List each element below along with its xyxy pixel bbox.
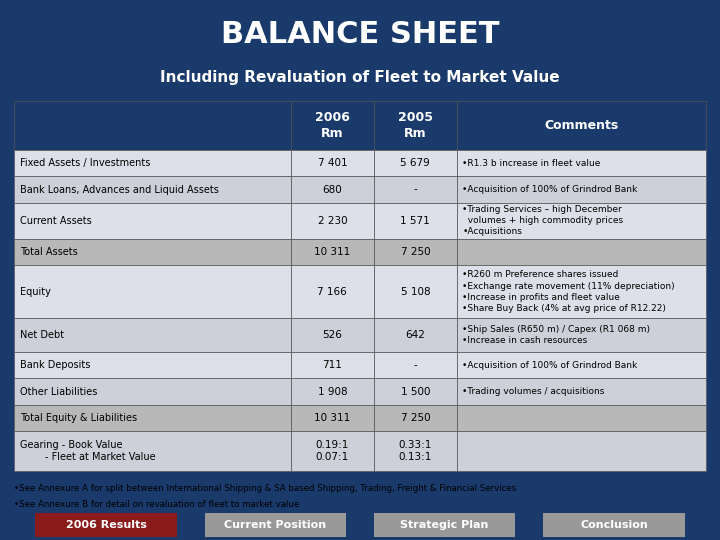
FancyBboxPatch shape: [374, 265, 456, 318]
Text: •Ship Sales (R650 m) / Capex (R1 068 m)
•Increase in cash resources: •Ship Sales (R650 m) / Capex (R1 068 m) …: [462, 325, 650, 345]
Text: BALANCE SHEET: BALANCE SHEET: [221, 19, 499, 49]
FancyBboxPatch shape: [291, 405, 374, 431]
Text: Bank Deposits: Bank Deposits: [20, 360, 90, 370]
FancyBboxPatch shape: [374, 177, 456, 202]
Text: Equity: Equity: [20, 287, 51, 296]
FancyBboxPatch shape: [291, 379, 374, 405]
FancyBboxPatch shape: [291, 177, 374, 202]
Text: 7 401: 7 401: [318, 158, 347, 168]
FancyBboxPatch shape: [374, 150, 456, 177]
Text: Gearing - Book Value
        - Fleet at Market Value: Gearing - Book Value - Fleet at Market V…: [20, 440, 156, 462]
FancyBboxPatch shape: [456, 265, 706, 318]
FancyBboxPatch shape: [374, 379, 456, 405]
FancyBboxPatch shape: [456, 318, 706, 352]
Text: 680: 680: [323, 185, 342, 194]
Text: 0.33:1
0.13:1: 0.33:1 0.13:1: [399, 440, 432, 462]
Text: Conclusion: Conclusion: [580, 520, 648, 530]
FancyBboxPatch shape: [35, 513, 176, 537]
FancyBboxPatch shape: [14, 379, 291, 405]
Text: Including Revaluation of Fleet to Market Value: Including Revaluation of Fleet to Market…: [160, 70, 560, 85]
FancyBboxPatch shape: [374, 352, 456, 379]
Text: •See Annexure A for split between International Shipping & SA based Shipping, Tr: •See Annexure A for split between Intern…: [14, 484, 516, 493]
FancyBboxPatch shape: [374, 405, 456, 431]
FancyBboxPatch shape: [456, 431, 706, 471]
FancyBboxPatch shape: [14, 239, 291, 265]
Text: •See Annexure B for detail on revaluation of fleet to market value: •See Annexure B for detail on revaluatio…: [14, 500, 300, 509]
FancyBboxPatch shape: [291, 101, 374, 150]
FancyBboxPatch shape: [374, 202, 456, 239]
Text: -: -: [413, 360, 417, 370]
FancyBboxPatch shape: [456, 101, 706, 150]
FancyBboxPatch shape: [456, 239, 706, 265]
Text: Fixed Assets / Investments: Fixed Assets / Investments: [20, 158, 150, 168]
FancyBboxPatch shape: [14, 265, 291, 318]
Text: •Acquisition of 100% of Grindrod Bank: •Acquisition of 100% of Grindrod Bank: [462, 361, 638, 370]
FancyBboxPatch shape: [456, 405, 706, 431]
FancyBboxPatch shape: [14, 177, 291, 202]
Text: Strategic Plan: Strategic Plan: [400, 520, 489, 530]
Text: Comments: Comments: [544, 119, 618, 132]
Text: •R1.3 b increase in fleet value: •R1.3 b increase in fleet value: [462, 159, 600, 168]
Text: 5 679: 5 679: [400, 158, 430, 168]
Text: 2006 Results: 2006 Results: [66, 520, 146, 530]
Text: 2006
Rm: 2006 Rm: [315, 111, 350, 140]
FancyBboxPatch shape: [14, 352, 291, 379]
FancyBboxPatch shape: [374, 239, 456, 265]
FancyBboxPatch shape: [291, 202, 374, 239]
Text: Net Debt: Net Debt: [20, 330, 64, 340]
Text: •Trading Services – high December
  volumes + high commodity prices
•Acquisition: •Trading Services – high December volume…: [462, 205, 624, 237]
Text: 10 311: 10 311: [314, 413, 351, 423]
FancyBboxPatch shape: [456, 177, 706, 202]
Text: 7 166: 7 166: [318, 287, 347, 296]
Text: Current Position: Current Position: [224, 520, 326, 530]
Text: 711: 711: [323, 360, 342, 370]
Text: 10 311: 10 311: [314, 247, 351, 257]
FancyBboxPatch shape: [456, 150, 706, 177]
Text: 2005
Rm: 2005 Rm: [398, 111, 433, 140]
Text: •Trading volumes / acquisitions: •Trading volumes / acquisitions: [462, 387, 605, 396]
Text: Total Equity & Liabilities: Total Equity & Liabilities: [20, 413, 137, 423]
Text: 7 250: 7 250: [400, 413, 430, 423]
FancyBboxPatch shape: [374, 513, 516, 537]
FancyBboxPatch shape: [291, 265, 374, 318]
FancyBboxPatch shape: [14, 101, 291, 150]
Text: 1 571: 1 571: [400, 216, 430, 226]
Text: Other Liabilities: Other Liabilities: [20, 387, 97, 396]
FancyBboxPatch shape: [374, 318, 456, 352]
FancyBboxPatch shape: [291, 239, 374, 265]
Text: 526: 526: [323, 330, 342, 340]
FancyBboxPatch shape: [14, 318, 291, 352]
Text: 1 500: 1 500: [400, 387, 430, 396]
Text: •Acquisition of 100% of Grindrod Bank: •Acquisition of 100% of Grindrod Bank: [462, 185, 638, 194]
Text: 5 108: 5 108: [400, 287, 430, 296]
FancyBboxPatch shape: [204, 513, 346, 537]
FancyBboxPatch shape: [456, 379, 706, 405]
FancyBboxPatch shape: [291, 352, 374, 379]
FancyBboxPatch shape: [14, 431, 291, 471]
FancyBboxPatch shape: [291, 318, 374, 352]
Text: 642: 642: [405, 330, 426, 340]
FancyBboxPatch shape: [374, 431, 456, 471]
Text: 1 908: 1 908: [318, 387, 347, 396]
FancyBboxPatch shape: [374, 101, 456, 150]
Text: Bank Loans, Advances and Liquid Assets: Bank Loans, Advances and Liquid Assets: [20, 185, 219, 194]
Text: Current Assets: Current Assets: [20, 216, 91, 226]
Text: -: -: [413, 185, 417, 194]
Text: •R260 m Preference shares issued
•Exchange rate movement (11% depreciation)
•Inc: •R260 m Preference shares issued •Exchan…: [462, 271, 675, 313]
Text: Total Assets: Total Assets: [20, 247, 78, 257]
FancyBboxPatch shape: [291, 150, 374, 177]
FancyBboxPatch shape: [456, 202, 706, 239]
Text: 2 230: 2 230: [318, 216, 347, 226]
Text: 7 250: 7 250: [400, 247, 430, 257]
Text: 0.19:1
0.07:1: 0.19:1 0.07:1: [315, 440, 349, 462]
FancyBboxPatch shape: [14, 202, 291, 239]
FancyBboxPatch shape: [14, 405, 291, 431]
FancyBboxPatch shape: [544, 513, 685, 537]
FancyBboxPatch shape: [291, 431, 374, 471]
FancyBboxPatch shape: [14, 150, 291, 177]
FancyBboxPatch shape: [456, 352, 706, 379]
